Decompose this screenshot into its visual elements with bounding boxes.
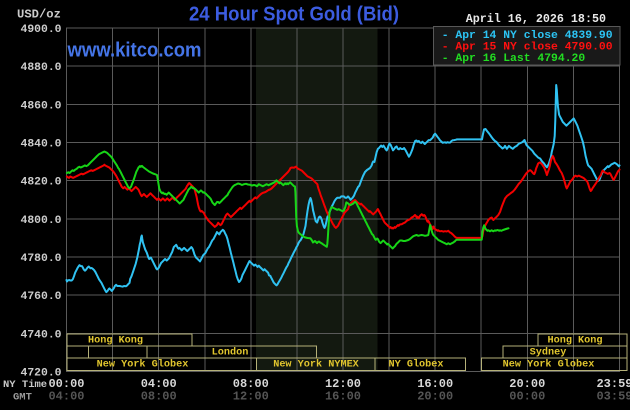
svg-text:4760.0: 4760.0 xyxy=(20,291,61,303)
svg-text:16:00: 16:00 xyxy=(417,377,453,391)
svg-text:00:00: 00:00 xyxy=(509,390,545,404)
svg-text:- Apr 15 NY close 4790.00: - Apr 15 NY close 4790.00 xyxy=(442,42,613,54)
svg-text:12:00: 12:00 xyxy=(325,377,361,391)
svg-text:London: London xyxy=(212,347,249,359)
svg-text:Sydney: Sydney xyxy=(530,347,567,359)
svg-text:NY Globex: NY Globex xyxy=(388,359,443,371)
svg-text:04:00: 04:00 xyxy=(141,377,177,391)
svg-text:Hong Kong: Hong Kong xyxy=(547,335,602,346)
svg-text:16:00: 16:00 xyxy=(325,390,361,404)
svg-text:4860.0: 4860.0 xyxy=(20,100,61,112)
svg-text:08:00: 08:00 xyxy=(233,377,269,391)
svg-text:08:00: 08:00 xyxy=(141,390,177,404)
svg-text:April 16, 2026 18:50: April 16, 2026 18:50 xyxy=(466,12,606,26)
svg-text:20:00: 20:00 xyxy=(417,390,453,404)
svg-text:4900.0: 4900.0 xyxy=(20,24,61,36)
svg-text:4740.0: 4740.0 xyxy=(20,329,61,341)
svg-text:4820.0: 4820.0 xyxy=(20,177,61,189)
svg-text:NY Time: NY Time xyxy=(3,379,47,391)
svg-text:24 Hour Spot Gold (Bid): 24 Hour Spot Gold (Bid) xyxy=(189,4,399,26)
svg-text:12:00: 12:00 xyxy=(233,390,269,404)
svg-text:GMT: GMT xyxy=(13,392,32,404)
svg-text:USD/oz: USD/oz xyxy=(17,8,61,22)
svg-text:20:00: 20:00 xyxy=(509,377,545,391)
svg-text:00:00: 00:00 xyxy=(48,377,84,391)
svg-text:03:59: 03:59 xyxy=(596,390,630,404)
svg-text:- Apr 16 Last 4794.20: - Apr 16 Last 4794.20 xyxy=(442,53,586,65)
svg-text:4720.0: 4720.0 xyxy=(20,368,61,380)
svg-text:www.kitco.com: www.kitco.com xyxy=(67,39,202,62)
svg-text:New York NYMEX: New York NYMEX xyxy=(273,359,359,371)
svg-text:4840.0: 4840.0 xyxy=(20,139,61,151)
svg-text:4880.0: 4880.0 xyxy=(20,62,61,74)
svg-text:4780.0: 4780.0 xyxy=(20,253,61,265)
svg-text:New York Globex: New York Globex xyxy=(97,359,189,371)
svg-text:- Apr 14 NY close 4839.90: - Apr 14 NY close 4839.90 xyxy=(442,30,613,42)
svg-text:Hong Kong: Hong Kong xyxy=(88,335,143,346)
svg-text:04:00: 04:00 xyxy=(48,390,84,404)
svg-text:New York Globex: New York Globex xyxy=(503,359,595,371)
svg-text:4800.0: 4800.0 xyxy=(20,215,61,227)
svg-text:23:59: 23:59 xyxy=(596,377,630,391)
